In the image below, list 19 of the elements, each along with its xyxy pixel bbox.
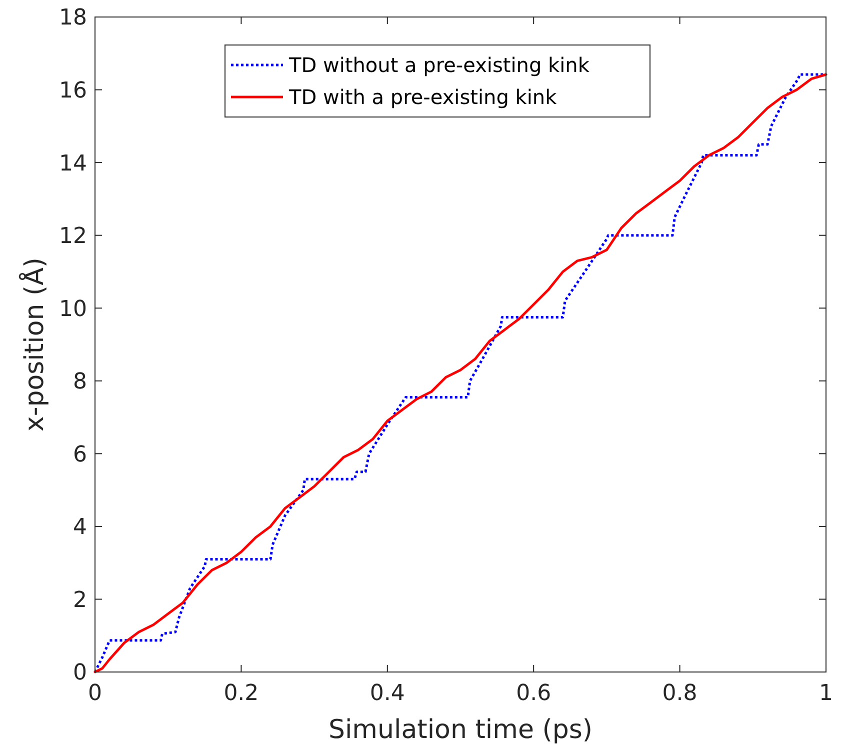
y-tick-label: 2	[73, 588, 87, 613]
y-tick-label: 4	[73, 515, 87, 540]
y-tick-label: 6	[73, 442, 87, 468]
x-tick-label: 0.2	[224, 681, 259, 706]
legend-label: TD without a pre-existing kink	[288, 53, 590, 77]
x-tick-label: 0.4	[370, 681, 405, 706]
y-tick-label: 16	[59, 78, 87, 104]
x-tick-label: 0.8	[662, 681, 698, 706]
x-tick-label: 0.6	[516, 681, 552, 706]
y-tick-label: 18	[59, 6, 87, 31]
y-axis-title: x-position (Å)	[18, 257, 50, 432]
legend-label: TD with a pre-existing kink	[288, 85, 558, 109]
y-tick-label: 12	[59, 224, 87, 250]
y-tick-label: 10	[59, 296, 87, 322]
y-tick-label: 8	[73, 370, 87, 395]
x-axis-title: Simulation time (ps)	[328, 715, 593, 745]
y-tick-label: 0	[73, 660, 87, 686]
y-tick-label: 14	[59, 151, 87, 176]
x-tick-label: 1	[819, 681, 833, 706]
